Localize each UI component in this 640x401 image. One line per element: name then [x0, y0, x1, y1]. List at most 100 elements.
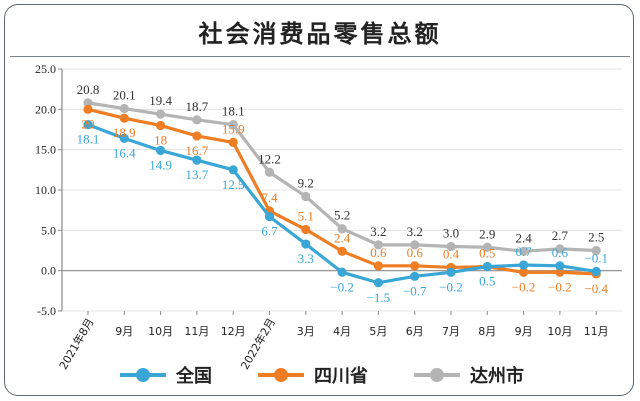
legend-swatch-dazhou	[414, 368, 460, 382]
data-point-dazhou	[555, 244, 565, 254]
data-label-dazhou: 20.8	[77, 82, 100, 97]
data-point-national	[156, 145, 166, 156]
data-label-sichuan: 7.4	[261, 190, 278, 205]
data-point-dazhou	[192, 115, 202, 125]
data-point-sichuan	[373, 261, 383, 271]
data-label-dazhou: 3.2	[407, 224, 423, 239]
y-tick-label: 15.0	[35, 143, 56, 157]
data-point-national	[519, 260, 529, 270]
y-tick-label: -5.0	[37, 304, 56, 318]
data-point-dazhou	[373, 240, 383, 250]
legend-item-dazhou: 达州市	[414, 360, 524, 390]
data-point-dazhou	[301, 191, 311, 202]
data-label-dazhou: 12.2	[258, 151, 281, 166]
legend-label-dazhou: 达州市	[470, 366, 524, 387]
data-label-sichuan: 5.1	[298, 209, 314, 224]
data-point-sichuan	[555, 267, 565, 277]
data-point-national	[192, 155, 202, 165]
chart-title: 社会消费品零售总额	[198, 20, 442, 48]
data-label-dazhou: 2.4	[515, 230, 532, 245]
data-point-sichuan	[301, 224, 311, 235]
data-point-dazhou	[446, 241, 456, 252]
data-point-national	[555, 261, 565, 271]
data-label-sichuan: 15.9	[222, 121, 245, 136]
data-point-dazhou	[228, 120, 238, 130]
x-tick-label: 7月	[442, 325, 460, 338]
data-point-national	[482, 262, 492, 272]
x-tick-label: 11月	[584, 325, 609, 338]
data-point-dazhou	[591, 245, 601, 256]
data-point-sichuan	[410, 261, 420, 271]
data-point-dazhou	[264, 167, 275, 177]
legend-label-sichuan: 四川省	[314, 366, 368, 387]
data-label-dazhou: 2.5	[588, 230, 604, 245]
data-point-national	[373, 278, 383, 288]
data-label-dazhou: 18.1	[222, 104, 245, 119]
data-label-sichuan: 0.6	[407, 245, 424, 260]
data-label-sichuan: 20	[82, 116, 95, 131]
y-tick-label: 25.0	[35, 62, 56, 76]
data-label-national: 16.4	[113, 145, 136, 160]
data-label-national: 0.6	[552, 245, 569, 260]
legend-item-national: 全国	[120, 360, 212, 390]
data-point-dazhou	[410, 240, 420, 250]
data-label-national: −0.1	[584, 250, 608, 265]
y-tick-label: 0.0	[41, 264, 56, 278]
data-point-dazhou	[156, 109, 166, 119]
data-point-sichuan	[337, 246, 347, 256]
data-point-dazhou	[337, 224, 347, 234]
data-label-sichuan: 0.4	[443, 246, 460, 261]
data-point-national	[228, 165, 238, 175]
data-label-sichuan: 0.6	[370, 245, 387, 260]
data-label-national: 3.3	[298, 251, 314, 266]
data-label-dazhou: 20.1	[113, 88, 136, 103]
data-point-national	[410, 271, 420, 281]
data-label-national: 14.9	[149, 157, 172, 172]
data-point-national	[83, 120, 93, 130]
data-point-national	[591, 266, 601, 277]
legend-label-national: 全国	[176, 366, 212, 387]
chart-legend: 全国 四川省 达州市	[0, 360, 640, 390]
data-label-national: 12.5	[222, 177, 245, 192]
data-label-dazhou: 19.4	[149, 93, 172, 108]
x-tick-label: 9月	[515, 325, 533, 338]
data-label-dazhou: 2.7	[552, 228, 569, 243]
data-label-sichuan: 0.5	[479, 246, 495, 261]
data-label-sichuan: −0.4	[584, 281, 608, 296]
data-label-national: −1.5	[367, 290, 391, 305]
data-point-national	[337, 267, 347, 277]
legend-swatch-national	[120, 368, 166, 382]
data-label-dazhou: 9.2	[298, 175, 314, 190]
data-point-national	[301, 239, 311, 249]
data-label-dazhou: 2.9	[479, 226, 495, 241]
data-label-dazhou: 18.7	[186, 99, 209, 114]
x-tick-label: 3月	[297, 325, 315, 338]
x-tick-label: 10月	[547, 325, 572, 338]
x-tick-label: 4月	[333, 325, 351, 338]
data-label-national: −0.7	[403, 283, 427, 298]
data-point-national	[119, 133, 129, 143]
data-point-sichuan	[519, 267, 529, 277]
data-point-sichuan	[119, 113, 129, 123]
data-label-national: 18.1	[77, 132, 100, 147]
data-label-national: −0.2	[330, 279, 354, 294]
x-tick-label: 6月	[406, 325, 424, 338]
data-label-national: 13.7	[186, 167, 209, 182]
data-label-dazhou: 5.2	[334, 208, 350, 223]
x-tick-label: 5月	[369, 325, 387, 338]
data-label-national: 6.7	[261, 224, 278, 239]
data-label-sichuan: −0.2	[512, 279, 536, 294]
data-point-dazhou	[83, 98, 93, 108]
data-point-sichuan	[156, 120, 166, 131]
data-label-national: −0.2	[439, 279, 463, 294]
data-point-national	[264, 212, 275, 222]
data-label-sichuan: 18	[154, 132, 167, 147]
y-tick-label: 5.0	[41, 223, 56, 237]
legend-swatch-sichuan	[258, 368, 304, 382]
data-label-national: 0.5	[479, 274, 495, 289]
data-point-sichuan	[228, 137, 238, 148]
y-tick-label: 20.0	[35, 102, 56, 116]
x-tick-label: 8月	[478, 325, 496, 338]
data-label-dazhou: 3.0	[443, 225, 459, 240]
data-label-sichuan: 18.9	[113, 125, 136, 140]
